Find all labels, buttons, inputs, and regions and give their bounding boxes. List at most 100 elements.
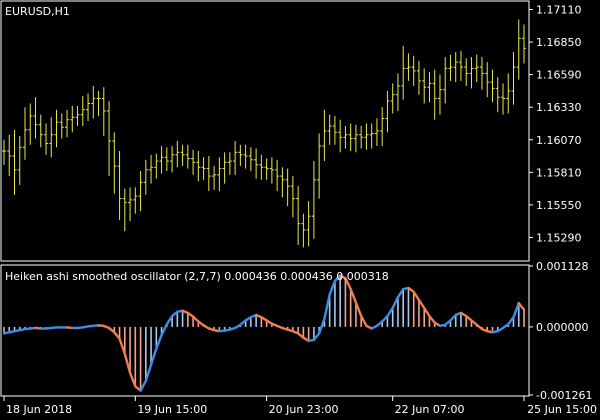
price-bars <box>2 19 526 248</box>
price-bar <box>448 54 453 81</box>
price-bar <box>411 55 416 86</box>
oscillator-line-segment <box>417 298 426 310</box>
price-bar <box>185 144 190 169</box>
price-panel[interactable]: 1.17110 1.16850 1.16590 1.16330 1.16070 1.158… <box>0 0 582 262</box>
price-bar <box>196 151 201 182</box>
oscillator-axis: 0.001128 0.000000 -0.001261 <box>529 260 592 402</box>
price-bar <box>490 69 495 103</box>
oscillator-panel-frame <box>0 264 530 397</box>
oscillator-line-segment <box>160 323 169 337</box>
price-bar <box>206 156 211 192</box>
price-bar <box>217 157 222 192</box>
price-bar <box>464 58 469 86</box>
price-tick-label: 1.16330 <box>536 101 582 114</box>
oscillator-line-segment <box>349 287 358 304</box>
price-bar <box>332 115 337 145</box>
price-panel-title: EURUSD,H1 <box>5 5 70 18</box>
price-bar <box>485 62 490 98</box>
oscillator-line-segment <box>359 314 368 328</box>
time-tick-label: 18 Jun 2018 <box>6 403 72 416</box>
oscillator-line-segment <box>354 301 363 318</box>
price-panel-frame <box>0 0 530 262</box>
oscillator-line-segment <box>391 296 400 310</box>
price-bar <box>28 103 33 145</box>
price-bar <box>422 68 427 104</box>
price-bar <box>122 188 127 232</box>
oscillator-line-segment <box>113 331 121 340</box>
price-bar <box>458 50 463 81</box>
price-bar <box>96 90 101 116</box>
oscillator-line-segment <box>118 337 127 356</box>
oscillator-line-segment <box>149 347 158 366</box>
price-tick-label: 1.15550 <box>536 199 582 212</box>
oscillator-tick-label: -0.001261 <box>536 389 592 402</box>
time-tick-label: 19 Jun 15:00 <box>137 403 207 416</box>
price-bar <box>70 105 75 133</box>
oscillator-tick-label: 0.001128 <box>536 260 589 273</box>
time-tick-label: 22 Jun 07:00 <box>395 403 465 416</box>
price-bar <box>243 144 248 169</box>
price-bar <box>164 147 169 172</box>
oscillator-line-segment <box>423 306 431 318</box>
price-bar <box>75 105 80 126</box>
price-axis: 1.17110 1.16850 1.16590 1.16330 1.16070 1.158… <box>529 4 582 244</box>
price-bar <box>222 152 227 184</box>
price-bar <box>522 24 526 64</box>
price-bar <box>112 132 117 194</box>
price-bar <box>432 69 437 120</box>
price-bar <box>2 139 6 165</box>
price-bar <box>44 123 49 155</box>
price-bar <box>306 201 311 247</box>
price-bar <box>353 124 358 153</box>
price-tick-label: 1.16590 <box>536 69 582 82</box>
price-bar <box>474 54 479 83</box>
oscillator-panel[interactable]: 0.001128 0.000000 -0.001261 Heiken ashi sm… <box>0 260 592 402</box>
oscillator-tick-label: 0.000000 <box>536 321 589 334</box>
price-bar <box>149 154 154 184</box>
price-bar <box>154 153 159 179</box>
oscillator-line-segment <box>155 333 163 350</box>
price-bar <box>59 113 64 139</box>
oscillator-line-segment <box>512 301 520 319</box>
price-bar <box>201 157 206 180</box>
price-bar <box>212 166 217 190</box>
price-bar <box>138 171 143 212</box>
price-bar <box>128 187 133 222</box>
price-bar <box>49 117 54 158</box>
oscillator-line-segment <box>123 352 132 375</box>
price-bar <box>238 144 243 167</box>
price-bar <box>254 148 259 179</box>
oscillator-line-segment <box>386 306 394 318</box>
oscillator-line-segment <box>507 315 515 326</box>
time-tick-label: 20 Jun 23:00 <box>269 403 339 416</box>
oscillator-line-segment <box>165 314 174 326</box>
price-bar <box>275 159 280 192</box>
price-bar <box>369 123 374 149</box>
oscillator-line-segment <box>128 371 137 388</box>
price-bar <box>264 158 269 180</box>
oscillator-line-segment <box>449 313 457 322</box>
oscillator-panel-title: Heiken ashi smoothed oscillator (2,7,7) … <box>5 270 389 283</box>
oscillator-line-segment <box>317 317 326 335</box>
price-bar <box>233 141 238 175</box>
price-bar <box>469 57 474 89</box>
price-bar <box>416 60 421 95</box>
price-bar <box>248 147 253 172</box>
price-bar <box>500 83 505 115</box>
price-bar <box>427 72 432 103</box>
price-bar <box>395 73 400 111</box>
price-bar <box>385 90 390 133</box>
oscillator-line-segment <box>139 379 148 392</box>
price-bar <box>159 146 164 174</box>
price-bar <box>443 57 448 104</box>
price-bar <box>180 144 185 167</box>
price-bar <box>175 141 180 168</box>
price-bar <box>453 52 458 83</box>
price-bar <box>107 100 112 177</box>
price-tick-label: 1.15290 <box>536 231 582 244</box>
price-bar <box>133 187 138 214</box>
oscillator-line-segment <box>517 301 526 311</box>
price-bar <box>7 134 12 177</box>
